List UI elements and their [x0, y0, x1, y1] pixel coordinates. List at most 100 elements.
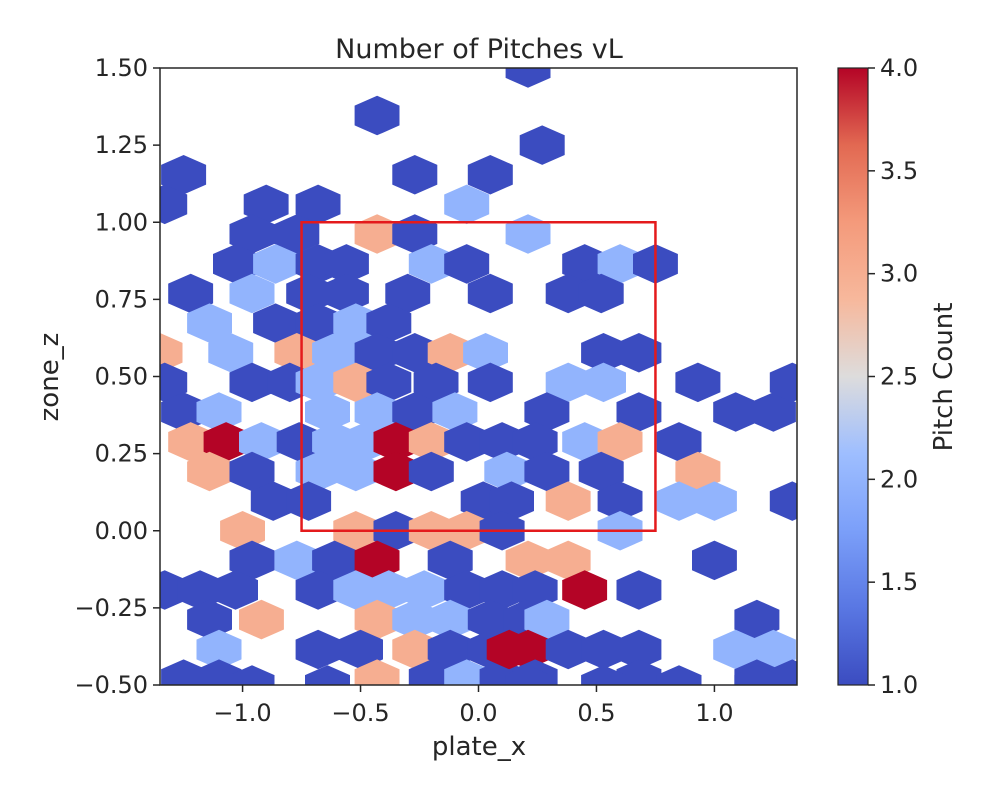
hexbin-cell [562, 244, 608, 284]
hexbin-cell [734, 599, 780, 640]
hexbin-cell [295, 570, 341, 610]
hexbin-cell [229, 214, 275, 254]
hexbin-cell [366, 362, 412, 403]
hexbin-cell [392, 392, 438, 432]
hexbin-cell [713, 629, 759, 670]
hexbin-cell [444, 659, 490, 685]
hexbin-cell [581, 665, 626, 685]
x-tick-label: 0.5 [577, 699, 615, 727]
colorbar-ticks: 1.0 1.5 2.0 2.5 3.0 3.5 4.0 [868, 54, 918, 699]
hexbin-cell [656, 665, 702, 685]
hexbin-cell [392, 214, 438, 254]
hexbin-cell [444, 422, 490, 462]
hexbin-cell [312, 333, 358, 373]
hexbin-cell [208, 333, 254, 373]
hexbin-cell [467, 155, 513, 195]
hexbin-cell [366, 303, 412, 343]
hexbin-cell [597, 481, 643, 521]
y-tick-label: 0.00 [95, 517, 148, 545]
hexbin-cell [239, 422, 284, 462]
hexbin-cell [545, 481, 591, 521]
hexbin-cell [366, 570, 412, 610]
hexbin-cell [408, 244, 454, 284]
hexbin-cell [432, 392, 478, 432]
hexbin-cell [385, 273, 431, 314]
colorbar-label: Pitch Count [929, 303, 959, 452]
hexbin-cell [467, 599, 513, 640]
x-tick-label: −1.0 [213, 699, 271, 727]
hexbin-cell [286, 481, 332, 521]
hexbin-cell [616, 333, 662, 373]
hexbin-cell [196, 392, 242, 432]
hexbin-cell [750, 629, 796, 670]
hexbin-cell [427, 540, 473, 581]
hexbin-cell [505, 540, 551, 581]
hexbin-cell [161, 392, 207, 432]
hexbin-cell [295, 629, 341, 670]
hexbin-cell [160, 184, 188, 225]
hexbin-cell [769, 362, 797, 403]
hexbin-cell [333, 451, 379, 492]
strike-zone [300, 221, 657, 532]
y-tick-label: 0.25 [95, 440, 148, 468]
hexbin-cell [250, 481, 296, 521]
hexbin-cell [253, 244, 299, 284]
hexbin-cell [354, 659, 400, 685]
hexbin-cell [524, 599, 570, 640]
hexbin-cell [413, 362, 459, 403]
hexbin-cell [484, 451, 530, 492]
y-tick-label: 0.50 [95, 363, 148, 391]
y-tick-label: 1.50 [95, 54, 148, 82]
hexbin-cell [373, 422, 419, 462]
hexbin-cell [354, 540, 400, 581]
y-tick-label: 0.75 [95, 285, 148, 313]
colorbar-tick-label: 1.5 [880, 568, 918, 596]
hexbin-cell [392, 599, 438, 640]
hexbin-cell [239, 599, 284, 640]
hexbin-cell [203, 422, 249, 462]
hexbin-cell [545, 629, 591, 670]
hexbin-cell [578, 273, 624, 314]
hexbin-cell [295, 184, 341, 225]
hexbin-cell [692, 481, 737, 521]
hexbin-cell [305, 392, 350, 432]
colorbar-tick-label: 3.5 [880, 157, 918, 185]
hexbin-layer [160, 68, 797, 685]
hexbin-cell [467, 362, 513, 403]
hexbin-cell [354, 214, 400, 254]
hexbin-cell [168, 422, 214, 462]
hexbin-cell [692, 540, 737, 581]
hexbin-cell [616, 392, 662, 432]
colorbar-tick-label: 4.0 [880, 54, 918, 82]
hexbin-cell [545, 362, 591, 403]
x-tick-label: 0.0 [459, 699, 497, 727]
hexbin-cell [616, 570, 662, 610]
hexbin-cell [274, 540, 320, 581]
hexbin-cell [597, 422, 643, 462]
hexbin-cell [656, 481, 702, 521]
x-axis-ticks: −1.0 −0.5 0.0 0.5 1.0 [213, 685, 734, 727]
hexbin-cell [187, 599, 232, 640]
y-tick-label: 1.25 [95, 131, 148, 159]
hexbin-cell [675, 451, 721, 492]
hexbin-cell [177, 570, 223, 610]
hexbin-cell [581, 629, 626, 670]
x-tick-label: −0.5 [331, 699, 389, 727]
hexbin-cell [160, 362, 188, 403]
hexbin-cell [512, 422, 558, 462]
hexbin-cell [196, 629, 242, 670]
hexbin-cell [253, 303, 299, 343]
hexbin-cell [427, 333, 473, 373]
hexbin-cell [444, 570, 490, 610]
hexbin-cell [354, 95, 400, 136]
hexbin-cell [408, 422, 454, 462]
hexbin-cell [524, 392, 570, 432]
y-axis-label: zone_z [35, 333, 65, 422]
hexbin-cell [220, 511, 265, 551]
hexbin-cell [354, 392, 400, 432]
hexbin-cell [408, 659, 454, 685]
hexbin-cell [392, 629, 438, 670]
hexbin-cell [597, 244, 643, 284]
hexbin-cell [656, 422, 702, 462]
